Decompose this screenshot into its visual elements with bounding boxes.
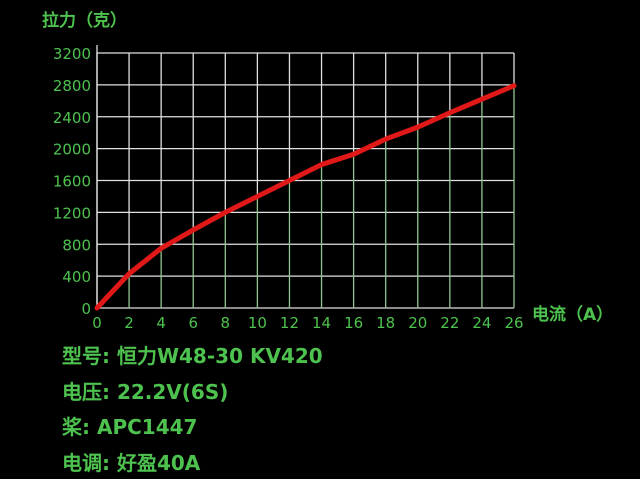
x-tick-label: 2: [124, 314, 134, 332]
spec-model: 型号: 恒力W48-30 KV420: [62, 344, 323, 368]
y-tick-label: 2800: [53, 77, 91, 95]
spec-voltage: 电压: 22.2V(6S): [62, 380, 229, 404]
spec-esc: 电调: 好盈40A: [62, 451, 201, 475]
x-tick-label: 20: [408, 314, 427, 332]
y-tick-label: 2400: [53, 109, 91, 127]
x-tick-label: 4: [156, 314, 166, 332]
spec-propeller: 桨: APC1447: [62, 415, 198, 439]
x-tick-label: 10: [248, 314, 267, 332]
x-tick-label: 16: [344, 314, 363, 332]
x-tick-label: 0: [92, 314, 102, 332]
y-tick-label: 0: [81, 300, 91, 318]
y-tick-label: 400: [62, 268, 91, 286]
y-axis-label: 拉力（克）: [42, 11, 127, 31]
y-tick-label: 1600: [53, 173, 91, 191]
x-tick-label: 26: [504, 314, 523, 332]
x-tick-label: 18: [376, 314, 395, 332]
x-axis-label: 电流（A）: [532, 305, 614, 325]
x-tick-label: 6: [188, 314, 198, 332]
x-tick-label: 22: [440, 314, 459, 332]
x-tick-label: 14: [312, 314, 331, 332]
x-tick-label: 8: [221, 314, 231, 332]
y-tick-label: 2000: [53, 141, 91, 159]
y-tick-label: 1200: [53, 204, 91, 222]
y-tick-label: 800: [62, 236, 91, 254]
y-tick-label: 3200: [53, 45, 91, 63]
series-line: [94, 83, 517, 311]
x-tick-label: 24: [472, 314, 491, 332]
x-tick-label: 12: [280, 314, 299, 332]
